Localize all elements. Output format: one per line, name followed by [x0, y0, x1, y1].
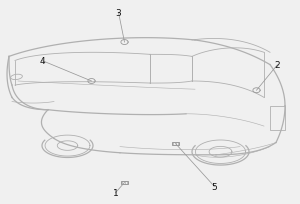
Bar: [270, 106, 285, 131]
Text: 4: 4: [39, 57, 45, 66]
Text: 5: 5: [212, 182, 218, 191]
Bar: [121, 181, 128, 184]
Text: 3: 3: [116, 9, 122, 18]
Text: 2: 2: [275, 61, 280, 70]
Bar: [172, 142, 179, 145]
Text: 1: 1: [112, 188, 118, 197]
